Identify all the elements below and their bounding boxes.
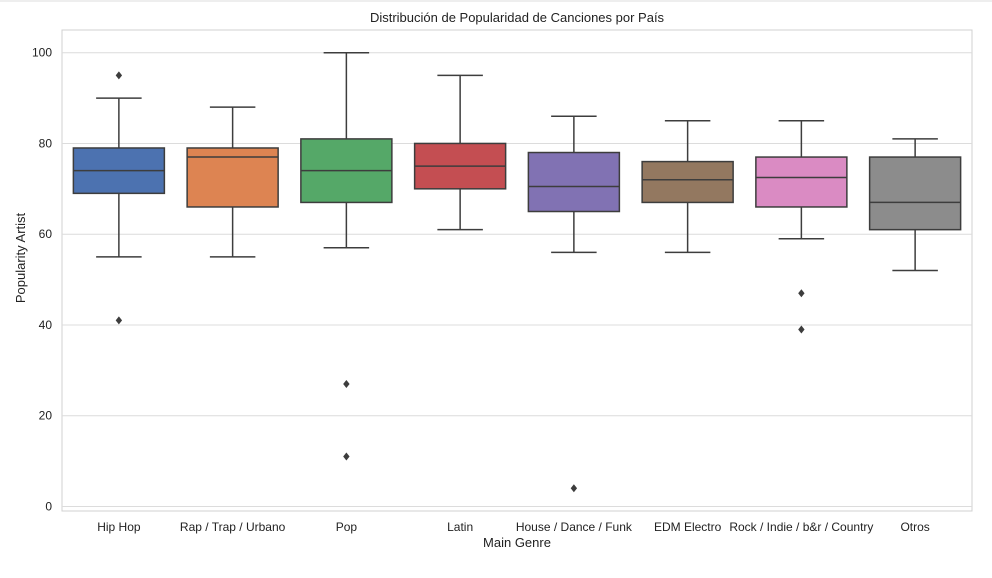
x-axis-ticks: Hip Hop Rap / Trap / Urbano Pop Latin House … (97, 520, 930, 534)
outlier-point (798, 325, 805, 334)
y-tick-label: 40 (39, 318, 53, 332)
outlier-point (115, 316, 123, 325)
x-tick-label: Latin (447, 520, 473, 534)
outlier-point (343, 452, 350, 461)
box-group (527, 115, 621, 493)
box-iqr (186, 147, 279, 208)
y-tick-label: 0 (45, 499, 52, 513)
grid-lines (62, 52, 972, 507)
outlier-point (343, 379, 350, 388)
y-axis-ticks: 0 20 40 60 80 100 (32, 46, 52, 514)
box-iqr (755, 156, 848, 208)
y-axis-label: Popularity Artist (13, 212, 28, 303)
x-tick-label: Hip Hop (97, 520, 141, 534)
box-group (186, 106, 279, 258)
y-tick-label: 80 (39, 136, 53, 150)
x-axis-label: Main Genre (483, 535, 551, 550)
x-tick-label: Pop (336, 520, 358, 534)
box-group (413, 74, 507, 231)
boxes (72, 51, 962, 493)
y-tick-label: 60 (39, 227, 53, 241)
y-tick-label: 20 (39, 409, 53, 423)
box-group (300, 51, 393, 461)
chart-title: Distribución de Popularidad de Canciones… (370, 10, 665, 25)
x-tick-label: Otros (900, 520, 929, 534)
outlier-point (798, 289, 805, 298)
box-group (755, 120, 848, 334)
box-group (868, 138, 962, 272)
plot-area (61, 29, 973, 512)
box-iqr (641, 160, 734, 204)
y-tick-label: 100 (32, 46, 52, 60)
outlier-point (115, 71, 123, 80)
x-tick-label: EDM Electro (654, 520, 722, 534)
x-tick-label: House / Dance / Funk (516, 520, 633, 534)
top-rule (0, 0, 992, 2)
box-iqr (868, 156, 962, 231)
box-group (641, 120, 734, 254)
outlier-point (570, 484, 578, 493)
x-tick-label: Rock / Indie / b&r / Country (729, 520, 873, 534)
box-group (72, 71, 166, 325)
x-tick-label: Rap / Trap / Urbano (180, 520, 286, 534)
box-iqr (527, 151, 621, 213)
